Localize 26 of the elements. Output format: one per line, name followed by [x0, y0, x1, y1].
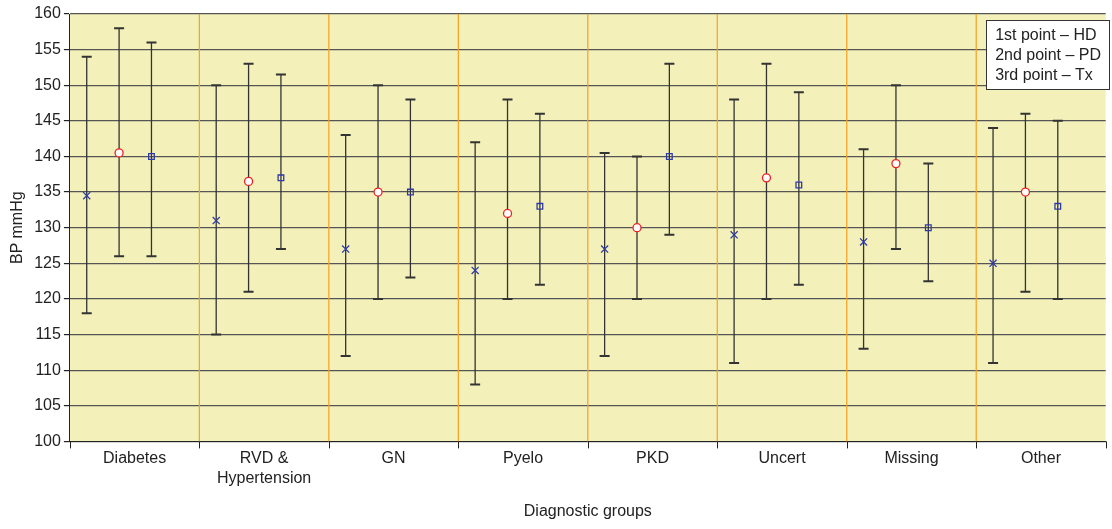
y-tick-label: 155 [34, 40, 61, 58]
y-axis-title: BP mmHg [8, 191, 26, 264]
y-tick-label: 100 [34, 431, 61, 449]
y-tick-label: 140 [34, 146, 61, 164]
y-tick-label: 160 [34, 4, 61, 22]
y-tick-label: 145 [34, 111, 61, 129]
annotation: 2nd point – PD [995, 45, 1101, 65]
y-tick-label: 135 [34, 182, 61, 200]
y-tick-label: 120 [34, 289, 61, 307]
y-tick-label: 125 [34, 253, 61, 271]
annotation: 1st point – HD [995, 25, 1098, 45]
y-tick-label: 115 [35, 324, 61, 342]
y-tick-label: 110 [35, 360, 61, 378]
x-tick-label: Pyelo [503, 449, 544, 467]
x-tick-label: Uncert [758, 449, 807, 467]
x-tick-label: Missing [884, 449, 939, 467]
x-axis-title: Diagnostic groups [523, 501, 652, 519]
x-tick-label: GN [381, 449, 406, 467]
annotation: 3rd point – Tx [995, 65, 1094, 85]
x-tick-label: PKD [636, 449, 669, 467]
x-tick-label: Other [1020, 449, 1062, 467]
y-tick-label: 150 [34, 75, 61, 93]
y-tick-label: 105 [34, 396, 61, 414]
x-tick-label: RVD & Hypertension [216, 449, 312, 486]
y-tick-label: 130 [34, 218, 61, 236]
x-tick-label: Diabetes [103, 449, 167, 467]
